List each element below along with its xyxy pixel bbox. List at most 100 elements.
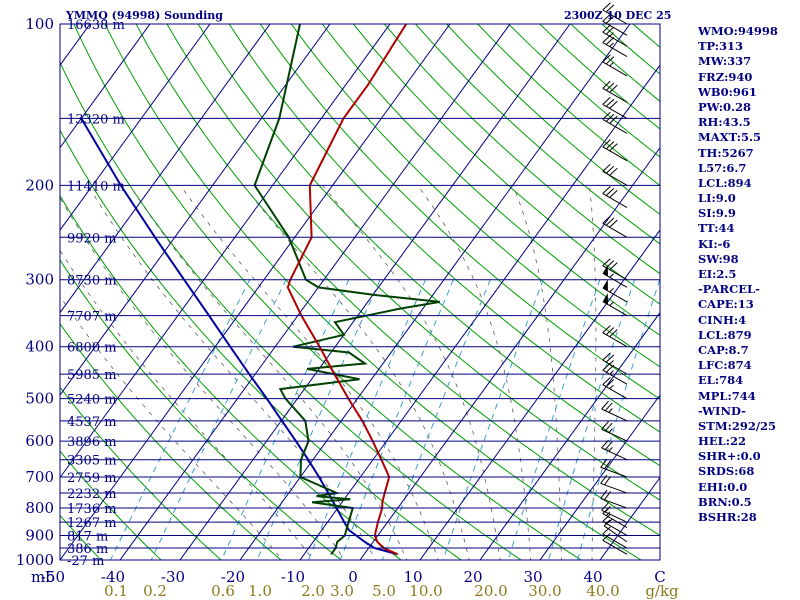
wind-barb-staff (602, 272, 628, 288)
wind-barb-staff (602, 118, 628, 134)
index-item: EI:2.5 (698, 267, 737, 281)
isotherm (119, 24, 511, 560)
mixing-ratio-label: 30.0 (528, 582, 561, 600)
wind-barb-flag (602, 24, 611, 33)
height-label: -27 m (67, 554, 104, 569)
dry-adiabat (60, 386, 222, 560)
temperature-tick-label: 40 (583, 568, 602, 586)
wind-barb-staff (602, 513, 628, 529)
mixing-ratio-label: 40.0 (586, 582, 619, 600)
wind-barb-staff (600, 466, 628, 478)
dry-adiabat (321, 24, 660, 336)
moist-adiabat (417, 185, 532, 560)
celsius-unit-label: C (654, 568, 665, 586)
wind-barb-half (609, 32, 614, 37)
isotherm (539, 394, 660, 560)
index-item: LCL:894 (698, 175, 752, 190)
wind-barb (601, 400, 628, 422)
mixing-ratio-line (507, 279, 601, 560)
wind-barb-staff (601, 447, 628, 461)
wind-barb-staff (602, 332, 628, 348)
wind-barb-staff (602, 301, 628, 317)
wind-barb-flag (609, 219, 618, 228)
height-label: 8730 m (67, 274, 117, 289)
wind-barb-staff (601, 509, 628, 523)
wind-barb (601, 502, 628, 523)
dry-adiabat (60, 129, 462, 560)
moist-adiabat (589, 185, 597, 560)
height-label: 7707 m (67, 310, 117, 325)
wind-barb-half (609, 370, 614, 375)
wind-barb-flag (605, 327, 615, 336)
wind-barb-flag (604, 460, 612, 470)
wind-barb-half (609, 287, 614, 293)
wind-barb-flag (605, 98, 615, 107)
temperature-tick-label: 0 (348, 568, 358, 586)
wind-barb-flag (602, 513, 611, 522)
isotherm (60, 24, 271, 314)
wind-barb-half (609, 61, 614, 67)
index-item: LFC:874 (698, 358, 752, 373)
index-item: -PARCEL- (698, 282, 760, 297)
temperature-tick-label: 20 (463, 568, 482, 586)
wind-barb-flag (600, 489, 608, 499)
mixing-ratio-label: 5.0 (372, 582, 396, 600)
wind-barb-flag (609, 262, 618, 271)
index-item: WB0:961 (698, 84, 757, 99)
wind-barb (602, 96, 628, 119)
wind-barb-flag (601, 400, 609, 410)
wind-barb-flag (602, 96, 611, 105)
pressure-tick-label: 200 (25, 176, 54, 194)
index-item: LI:9.0 (698, 191, 736, 206)
isotherm (60, 24, 151, 149)
wind-barb (602, 13, 628, 36)
wind-barb-staff (602, 87, 628, 103)
height-label: 2759 m (67, 471, 117, 486)
wind-barb-flag (605, 113, 615, 122)
wind-barb-flag (605, 141, 615, 150)
wind-barb-flag (604, 422, 613, 432)
index-item: TH:5267 (698, 145, 754, 160)
moist-adiabat (512, 185, 562, 560)
wind-barb-staff (602, 9, 628, 25)
index-item: -WIND- (698, 403, 746, 418)
mixing-ratio-unit-label: g/kg (645, 582, 679, 600)
wind-barb (602, 292, 628, 317)
moist-adiabat (322, 185, 501, 560)
mixing-ratio-label: 10.0 (409, 582, 442, 600)
height-label: 3305 m (67, 454, 117, 469)
wind-barb (600, 474, 628, 494)
wind-barb-pennant (602, 279, 608, 291)
wind-barb-flag (602, 325, 611, 334)
index-item: BSHR:28 (698, 510, 757, 524)
height-label: 3896 m (67, 435, 117, 450)
height-label: 5240 m (67, 393, 117, 408)
index-item: EL:784 (698, 373, 744, 388)
temperature-tick-label: 10 (403, 568, 422, 586)
wind-barb-half (604, 507, 610, 513)
parcel-trace (80, 117, 398, 556)
wind-barb (602, 279, 628, 303)
isotherm (60, 24, 391, 479)
wind-barb-staff (602, 20, 628, 36)
wind-barb-flag (602, 526, 611, 535)
height-label: 817 m (67, 529, 108, 544)
plot-frame (59, 23, 661, 561)
dry-adiabat (60, 61, 522, 560)
height-label: 9920 m (67, 231, 117, 246)
wind-barb-half (609, 42, 614, 47)
wind-barb-flag (602, 163, 611, 172)
wind-barb-staff (602, 103, 628, 119)
moist-adiabat (129, 185, 408, 560)
wind-barb-flag (602, 13, 611, 22)
index-item: CAP:8.7 (698, 342, 749, 357)
wind-barb-flag (602, 139, 611, 148)
mixing-ratio-label: 2.0 (301, 582, 325, 600)
wind-barb-flag (605, 188, 615, 196)
mixing-ratio-line (221, 279, 350, 560)
moist-adiabat (179, 185, 439, 560)
index-item: HEL:22 (698, 434, 746, 449)
wind-barb-flag (605, 217, 615, 226)
index-item: L57:6.7 (698, 160, 747, 175)
wind-barb (601, 421, 628, 442)
